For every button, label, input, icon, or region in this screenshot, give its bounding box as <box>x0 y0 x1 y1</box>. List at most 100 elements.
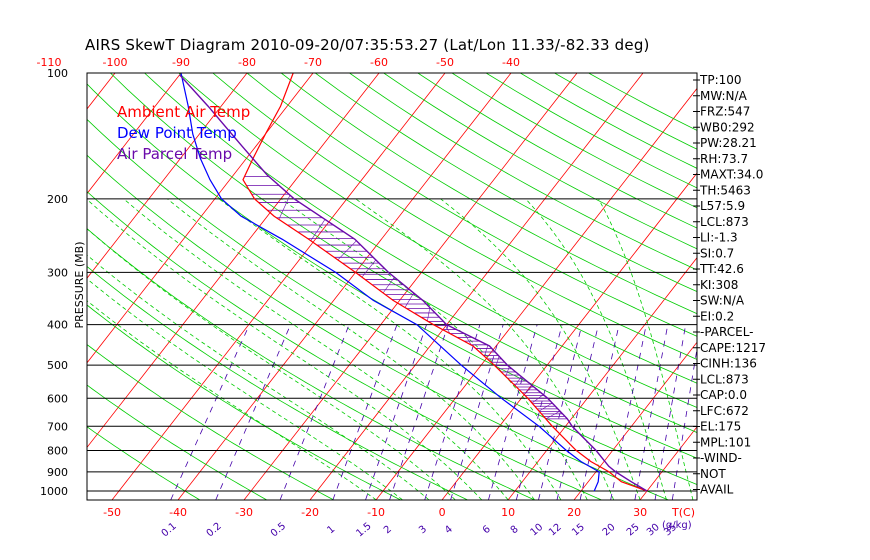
pressure-tick-label: 100 <box>47 67 68 80</box>
dry-adiabat-line <box>87 304 401 500</box>
index-label: EL:175 <box>700 420 741 434</box>
index-label: L57:5.9 <box>700 199 745 213</box>
bottom-temp-tick-label: -40 <box>169 506 187 519</box>
dry-adiabat-line <box>87 426 200 500</box>
isotherm-line <box>87 73 314 364</box>
dewpoint-series-line <box>180 73 600 492</box>
cape-hatch-line <box>278 195 291 220</box>
mixing-ratio-label: 6 <box>481 524 493 537</box>
dry-adiabat-line <box>87 384 267 500</box>
cape-hatch-line <box>310 219 326 241</box>
pressure-tick-label: 400 <box>47 319 68 332</box>
index-label: TH:5463 <box>699 183 751 197</box>
dry-adiabat-line <box>87 265 468 500</box>
mixing-ratio-line <box>654 324 687 500</box>
legend-entry: Dew Point Temp <box>117 124 237 142</box>
cape-hatch-line <box>531 394 544 404</box>
legend-entry: Air Parcel Temp <box>117 145 232 163</box>
mixing-ratio-line <box>610 324 647 500</box>
cape-hatch-line <box>514 376 522 386</box>
y-axis-label: PRESSURE (MB) <box>73 242 86 329</box>
mixing-ratio-label: 4 <box>443 524 455 537</box>
isotherm-line <box>507 257 697 500</box>
index-label: -WIND- <box>700 451 742 465</box>
pressure-tick-label: 800 <box>47 444 68 457</box>
top-temp-tick-label: -60 <box>370 56 388 69</box>
moist-adiabat-line <box>87 198 482 500</box>
index-label: TP:100 <box>699 73 742 87</box>
cape-hatch-line <box>538 402 553 412</box>
mixing-ratio-label: 8 <box>509 524 521 537</box>
dry-adiabat-line <box>246 73 697 337</box>
cape-hatch-line <box>382 277 395 294</box>
dry-adiabat-line <box>87 191 602 500</box>
index-label: LFC:672 <box>700 404 749 418</box>
index-label: PW:28.21 <box>700 136 757 150</box>
index-label: CINH:136 <box>700 357 757 371</box>
bottom-temp-tick-label: -10 <box>367 506 385 519</box>
pressure-tick-label: 700 <box>47 420 68 433</box>
index-label: -PARCEL- <box>700 325 754 339</box>
mixing-ratio-label: 1.5 <box>354 521 373 540</box>
top-temp-tick-label: -70 <box>304 56 322 69</box>
top-temp-tick-label: -50 <box>436 56 454 69</box>
isotherm-line <box>0 73 49 500</box>
mixing-ratio-line <box>671 346 697 500</box>
index-label: MPL:101 <box>700 435 751 449</box>
dry-adiabat-line <box>87 118 697 485</box>
pressure-tick-label: 500 <box>47 359 68 372</box>
dry-adiabat-line <box>485 73 697 189</box>
moist-adiabat-line <box>87 254 430 500</box>
temp-unit-label: T(C) <box>671 506 695 519</box>
index-label: LI:-1.3 <box>700 231 738 245</box>
bottom-temp-tick-label: 20 <box>567 506 581 519</box>
moist-adiabat-line <box>355 198 615 500</box>
index-label: LCL:873 <box>700 215 749 229</box>
mixing-ratio-line <box>424 324 481 500</box>
mixing-ratio-label: 25 <box>625 522 642 539</box>
pressure-tick-label: 600 <box>47 392 68 405</box>
moist-adiabat-line <box>440 198 641 500</box>
isotherm-line <box>111 73 446 500</box>
ambient-series-line <box>242 73 648 492</box>
mixing-ratio-unit-label: (g/kg) <box>662 520 692 531</box>
chart-title: AIRS SkewT Diagram 2010-09-20/07:35:53.2… <box>85 36 650 54</box>
bottom-temp-tick-label: 30 <box>633 506 647 519</box>
moist-adiabat-line <box>87 278 403 500</box>
pressure-tick-label: 1000 <box>40 485 68 498</box>
mixing-ratio-label: 3 <box>417 524 429 537</box>
plot-frame <box>86 72 698 501</box>
dry-adiabat-line <box>451 73 697 209</box>
mixing-ratio-label: 0.1 <box>160 521 179 540</box>
mixing-ratio-line <box>634 324 669 500</box>
index-label: CAP:0.0 <box>700 388 747 402</box>
top-temp-tick-label: -90 <box>172 56 190 69</box>
isotherm-line <box>441 172 697 500</box>
cape-hatch-line <box>523 385 533 395</box>
top-temp-tick-label: -40 <box>502 56 520 69</box>
mixing-ratio-label: 20 <box>601 522 618 539</box>
cape-hatch-line <box>505 366 510 377</box>
isotherm-line <box>87 73 248 279</box>
bottom-temp-tick-label: 0 <box>439 506 446 519</box>
cape-hatch-line <box>361 259 377 278</box>
legend-entry: Ambient Air Temp <box>117 103 250 121</box>
cape-hatch-line <box>545 410 561 420</box>
index-label: SI:0.7 <box>700 246 734 260</box>
pressure-tick-label: 900 <box>47 466 68 479</box>
index-label: CAPE:1217 <box>700 341 766 355</box>
mixing-ratio-line <box>579 324 620 500</box>
isotherm-line <box>772 73 870 500</box>
pressure-tick-label: 200 <box>47 193 68 206</box>
mixing-ratio-label: 0.2 <box>205 521 224 540</box>
isotherm-line <box>309 73 644 500</box>
dry-adiabat-line <box>280 73 697 315</box>
dry-adiabat-line <box>315 73 697 293</box>
bottom-temp-tick-label: -30 <box>235 506 253 519</box>
dry-adiabat-line <box>212 73 697 360</box>
isotherm-line <box>838 73 870 500</box>
index-label: MAXT:34.0 <box>700 168 763 182</box>
mixing-ratio-label: 0.5 <box>269 521 288 540</box>
index-label: KI:308 <box>700 278 738 292</box>
